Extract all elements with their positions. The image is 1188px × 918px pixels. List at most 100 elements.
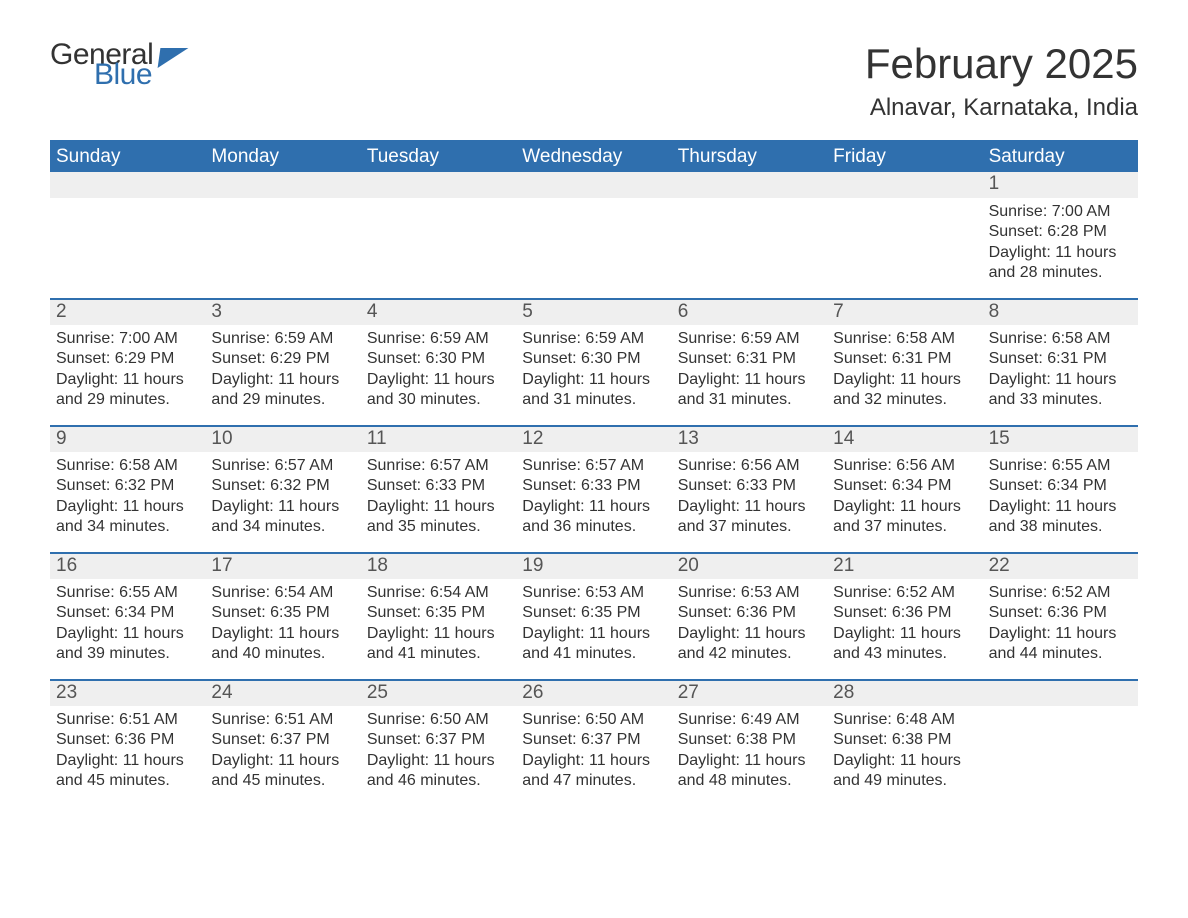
sunrise-line: Sunrise: 6:59 AM bbox=[211, 329, 354, 349]
day-cell: Sunrise: 6:57 AMSunset: 6:33 PMDaylight:… bbox=[516, 452, 671, 538]
dow-wednesday: Wednesday bbox=[516, 142, 671, 172]
daylight-line: Daylight: 11 hours and 31 minutes. bbox=[522, 370, 665, 411]
calendar-week: 16171819202122Sunrise: 6:55 AMSunset: 6:… bbox=[50, 552, 1138, 679]
sunset-line: Sunset: 6:30 PM bbox=[522, 349, 665, 369]
daylight-line: Daylight: 11 hours and 30 minutes. bbox=[367, 370, 510, 411]
day-number: 18 bbox=[361, 554, 516, 579]
title-block: February 2025 Alnavar, Karnataka, India bbox=[865, 40, 1138, 122]
day-cell: Sunrise: 7:00 AMSunset: 6:28 PMDaylight:… bbox=[983, 198, 1138, 284]
day-number: 6 bbox=[672, 300, 827, 325]
sunrise-line: Sunrise: 6:57 AM bbox=[367, 456, 510, 476]
day-cell: Sunrise: 6:51 AMSunset: 6:37 PMDaylight:… bbox=[205, 706, 360, 792]
day-number: 26 bbox=[516, 681, 671, 706]
daylight-line: Daylight: 11 hours and 48 minutes. bbox=[678, 751, 821, 792]
dow-monday: Monday bbox=[205, 142, 360, 172]
sunrise-line: Sunrise: 6:52 AM bbox=[989, 583, 1132, 603]
day-number: 8 bbox=[983, 300, 1138, 325]
sunset-line: Sunset: 6:36 PM bbox=[56, 730, 199, 750]
day-number: 13 bbox=[672, 427, 827, 452]
day-cell: Sunrise: 6:53 AMSunset: 6:35 PMDaylight:… bbox=[516, 579, 671, 665]
day-number: 2 bbox=[50, 300, 205, 325]
sunrise-line: Sunrise: 6:56 AM bbox=[678, 456, 821, 476]
sunrise-line: Sunrise: 6:58 AM bbox=[989, 329, 1132, 349]
day-cell: Sunrise: 6:58 AMSunset: 6:31 PMDaylight:… bbox=[983, 325, 1138, 411]
day-number: 4 bbox=[361, 300, 516, 325]
sunrise-line: Sunrise: 6:55 AM bbox=[56, 583, 199, 603]
day-cell: Sunrise: 6:51 AMSunset: 6:36 PMDaylight:… bbox=[50, 706, 205, 792]
day-cell bbox=[983, 706, 1138, 792]
daylight-line: Daylight: 11 hours and 35 minutes. bbox=[367, 497, 510, 538]
sunrise-line: Sunrise: 6:59 AM bbox=[367, 329, 510, 349]
sunset-line: Sunset: 6:28 PM bbox=[989, 222, 1132, 242]
sunrise-line: Sunrise: 6:53 AM bbox=[678, 583, 821, 603]
sunset-line: Sunset: 6:37 PM bbox=[522, 730, 665, 750]
daylight-line: Daylight: 11 hours and 43 minutes. bbox=[833, 624, 976, 665]
sunset-line: Sunset: 6:38 PM bbox=[678, 730, 821, 750]
daylight-line: Daylight: 11 hours and 29 minutes. bbox=[211, 370, 354, 411]
dow-friday: Friday bbox=[827, 142, 982, 172]
sunset-line: Sunset: 6:37 PM bbox=[211, 730, 354, 750]
daylight-line: Daylight: 11 hours and 37 minutes. bbox=[833, 497, 976, 538]
sunset-line: Sunset: 6:30 PM bbox=[367, 349, 510, 369]
day-cell: Sunrise: 6:56 AMSunset: 6:34 PMDaylight:… bbox=[827, 452, 982, 538]
day-number-row: 9101112131415 bbox=[50, 427, 1138, 452]
daylight-line: Daylight: 11 hours and 36 minutes. bbox=[522, 497, 665, 538]
day-cell bbox=[205, 198, 360, 284]
weeks-container: 1Sunrise: 7:00 AMSunset: 6:28 PMDaylight… bbox=[50, 172, 1138, 806]
day-number: 16 bbox=[50, 554, 205, 579]
day-number bbox=[361, 172, 516, 198]
daylight-line: Daylight: 11 hours and 44 minutes. bbox=[989, 624, 1132, 665]
daylight-line: Daylight: 11 hours and 46 minutes. bbox=[367, 751, 510, 792]
sunset-line: Sunset: 6:34 PM bbox=[56, 603, 199, 623]
daylight-line: Daylight: 11 hours and 29 minutes. bbox=[56, 370, 199, 411]
logo-text: General Blue bbox=[50, 40, 153, 90]
day-cell: Sunrise: 6:50 AMSunset: 6:37 PMDaylight:… bbox=[361, 706, 516, 792]
daylight-line: Daylight: 11 hours and 33 minutes. bbox=[989, 370, 1132, 411]
sunrise-line: Sunrise: 6:58 AM bbox=[833, 329, 976, 349]
sunset-line: Sunset: 6:36 PM bbox=[678, 603, 821, 623]
day-cell: Sunrise: 6:59 AMSunset: 6:30 PMDaylight:… bbox=[516, 325, 671, 411]
calendar-week: 1Sunrise: 7:00 AMSunset: 6:28 PMDaylight… bbox=[50, 172, 1138, 298]
day-number: 21 bbox=[827, 554, 982, 579]
day-cell: Sunrise: 6:59 AMSunset: 6:29 PMDaylight:… bbox=[205, 325, 360, 411]
day-cell bbox=[827, 198, 982, 284]
sunset-line: Sunset: 6:35 PM bbox=[367, 603, 510, 623]
calendar: Sunday Monday Tuesday Wednesday Thursday… bbox=[50, 140, 1138, 806]
day-number: 7 bbox=[827, 300, 982, 325]
sunset-line: Sunset: 6:32 PM bbox=[56, 476, 199, 496]
sunset-line: Sunset: 6:29 PM bbox=[211, 349, 354, 369]
logo-word-2: Blue bbox=[94, 60, 153, 90]
day-number-row: 2345678 bbox=[50, 300, 1138, 325]
sunrise-line: Sunrise: 6:58 AM bbox=[56, 456, 199, 476]
calendar-week: 9101112131415Sunrise: 6:58 AMSunset: 6:3… bbox=[50, 425, 1138, 552]
day-cell: Sunrise: 6:54 AMSunset: 6:35 PMDaylight:… bbox=[361, 579, 516, 665]
sunset-line: Sunset: 6:33 PM bbox=[678, 476, 821, 496]
sunrise-line: Sunrise: 7:00 AM bbox=[56, 329, 199, 349]
day-number: 27 bbox=[672, 681, 827, 706]
day-number: 1 bbox=[983, 172, 1138, 198]
day-number: 3 bbox=[205, 300, 360, 325]
day-of-week-header: Sunday Monday Tuesday Wednesday Thursday… bbox=[50, 140, 1138, 172]
sunset-line: Sunset: 6:31 PM bbox=[989, 349, 1132, 369]
daylight-line: Daylight: 11 hours and 41 minutes. bbox=[522, 624, 665, 665]
day-number bbox=[50, 172, 205, 198]
day-number: 17 bbox=[205, 554, 360, 579]
day-number-row: 16171819202122 bbox=[50, 554, 1138, 579]
day-content-row: Sunrise: 6:58 AMSunset: 6:32 PMDaylight:… bbox=[50, 452, 1138, 538]
sunrise-line: Sunrise: 6:49 AM bbox=[678, 710, 821, 730]
daylight-line: Daylight: 11 hours and 34 minutes. bbox=[211, 497, 354, 538]
day-number-row: 1 bbox=[50, 172, 1138, 198]
header: General Blue February 2025 Alnavar, Karn… bbox=[50, 40, 1138, 122]
day-cell: Sunrise: 6:55 AMSunset: 6:34 PMDaylight:… bbox=[50, 579, 205, 665]
day-number: 11 bbox=[361, 427, 516, 452]
daylight-line: Daylight: 11 hours and 28 minutes. bbox=[989, 243, 1132, 284]
daylight-line: Daylight: 11 hours and 34 minutes. bbox=[56, 497, 199, 538]
day-number bbox=[672, 172, 827, 198]
day-content-row: Sunrise: 7:00 AMSunset: 6:28 PMDaylight:… bbox=[50, 198, 1138, 284]
daylight-line: Daylight: 11 hours and 45 minutes. bbox=[211, 751, 354, 792]
day-cell bbox=[672, 198, 827, 284]
daylight-line: Daylight: 11 hours and 49 minutes. bbox=[833, 751, 976, 792]
day-number bbox=[827, 172, 982, 198]
dow-thursday: Thursday bbox=[672, 142, 827, 172]
sunset-line: Sunset: 6:32 PM bbox=[211, 476, 354, 496]
